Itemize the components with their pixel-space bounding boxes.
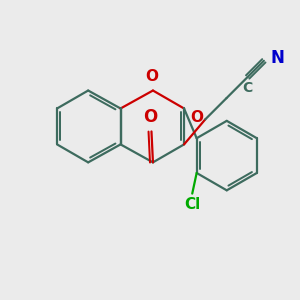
Text: C: C <box>242 80 253 94</box>
Text: O: O <box>143 108 157 126</box>
Text: O: O <box>190 110 203 125</box>
Text: N: N <box>270 50 284 68</box>
Text: O: O <box>145 69 158 84</box>
Text: Cl: Cl <box>184 197 200 212</box>
